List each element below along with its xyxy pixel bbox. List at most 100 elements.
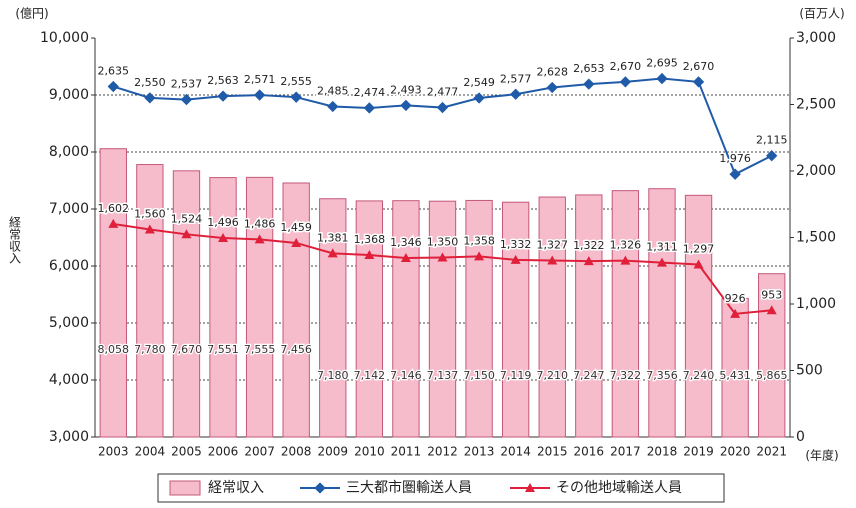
value-label: 926 [725,292,746,305]
x-tick-label: 2020 [720,445,751,459]
legend-box [157,473,725,503]
y-tick-label: 3,000 [49,429,89,445]
x-tick-label: 2005 [171,445,202,459]
y-tick-label: 8,000 [49,144,89,160]
marker [254,234,265,244]
bar [721,297,749,438]
value-label: 2,695 [646,57,678,70]
marker [437,252,448,262]
marker [692,76,705,88]
bar-label: 7,670 [171,343,203,356]
value-label: 2,563 [207,74,239,87]
bar-label: 7,780 [134,343,166,356]
value-label: 1,560 [134,208,166,221]
value-label: 2,670 [610,60,642,73]
value-label: 2,628 [536,65,568,78]
y2-tick-label: 1,000 [796,296,836,312]
bar [575,194,603,438]
bar [684,194,713,438]
y2-tick-label: 2,500 [796,97,836,113]
bar [172,170,201,438]
x-tick-label: 2008 [281,445,312,459]
y-tick-label: 9,000 [49,87,89,103]
x-tick-label: 2011 [391,445,422,459]
x-tick-label: 2007 [244,445,275,459]
marker [400,99,412,112]
y2-unit: (百万人) [799,7,844,21]
value-label: 953 [761,288,782,301]
y-axis-title: 経常収入 [8,216,22,264]
y2-tick-label: 3,000 [796,30,836,46]
bar [501,201,530,438]
bar [245,176,274,438]
value-label: 2,537 [171,78,203,91]
marker [436,101,449,114]
value-label: 2,571 [244,73,276,86]
bar [136,164,164,438]
bar-label: 7,142 [354,369,386,382]
x-tick-label: 2019 [683,445,714,459]
bar [538,196,566,438]
value-label: 1,332 [500,238,532,251]
bar [282,182,310,438]
value-label: 2,653 [573,62,605,75]
marker [766,305,777,315]
value-label: 1,297 [683,242,715,255]
marker [144,92,156,104]
marker [474,251,485,261]
marker [363,102,375,114]
x-tick-label: 2016 [574,445,605,459]
value-label: 1,358 [463,234,495,247]
marker [620,255,631,265]
marker [546,81,558,94]
legend-marker [525,483,535,492]
bar-label: 7,210 [536,369,568,382]
bar-label: 7,180 [317,369,349,382]
bar [392,200,420,438]
marker [473,92,485,104]
legend-label: 三大都市圏輸送人員 [346,479,472,496]
marker [510,88,522,100]
bar [758,273,786,438]
bar [355,200,384,438]
x-tick-label: 2021 [756,445,787,459]
bar-label: 7,322 [610,369,642,382]
bar-label: 5,865 [756,369,788,382]
value-label: 2,115 [756,134,788,147]
value-label: 1,346 [390,236,422,249]
marker [656,257,667,267]
marker [180,93,193,106]
value-label: 1,326 [610,239,642,252]
x-tick-label: 2006 [208,445,239,459]
bar-label: 7,150 [463,369,495,382]
marker [693,259,704,269]
bar-label: 7,555 [244,343,276,356]
bar-label: 7,137 [427,369,459,382]
y2-tick-label: 2,000 [796,163,836,179]
marker [108,218,119,228]
marker [400,252,411,262]
x-tick-label: 2010 [354,445,385,459]
x-tick-label: 2015 [537,445,568,459]
bar-label: 7,356 [646,369,678,382]
y-tick-label: 6,000 [49,258,89,274]
value-label: 1,602 [98,202,130,215]
marker [510,254,521,264]
x-tick-label: 2003 [98,445,129,459]
value-label: 2,549 [463,76,495,89]
bar-label: 5,431 [719,369,751,382]
marker [290,91,302,103]
x-tick-label: 2017 [610,445,641,459]
marker [656,72,668,85]
legend-label: その他地域輸送人員 [556,480,682,496]
bar [465,199,493,438]
y-unit: (億円) [15,7,48,21]
bar [99,148,127,438]
marker [583,78,595,90]
marker [107,80,119,93]
bar-label: 7,146 [390,369,422,382]
value-label: 1,524 [171,212,203,225]
value-label: 2,477 [427,86,459,99]
bar [209,177,237,438]
